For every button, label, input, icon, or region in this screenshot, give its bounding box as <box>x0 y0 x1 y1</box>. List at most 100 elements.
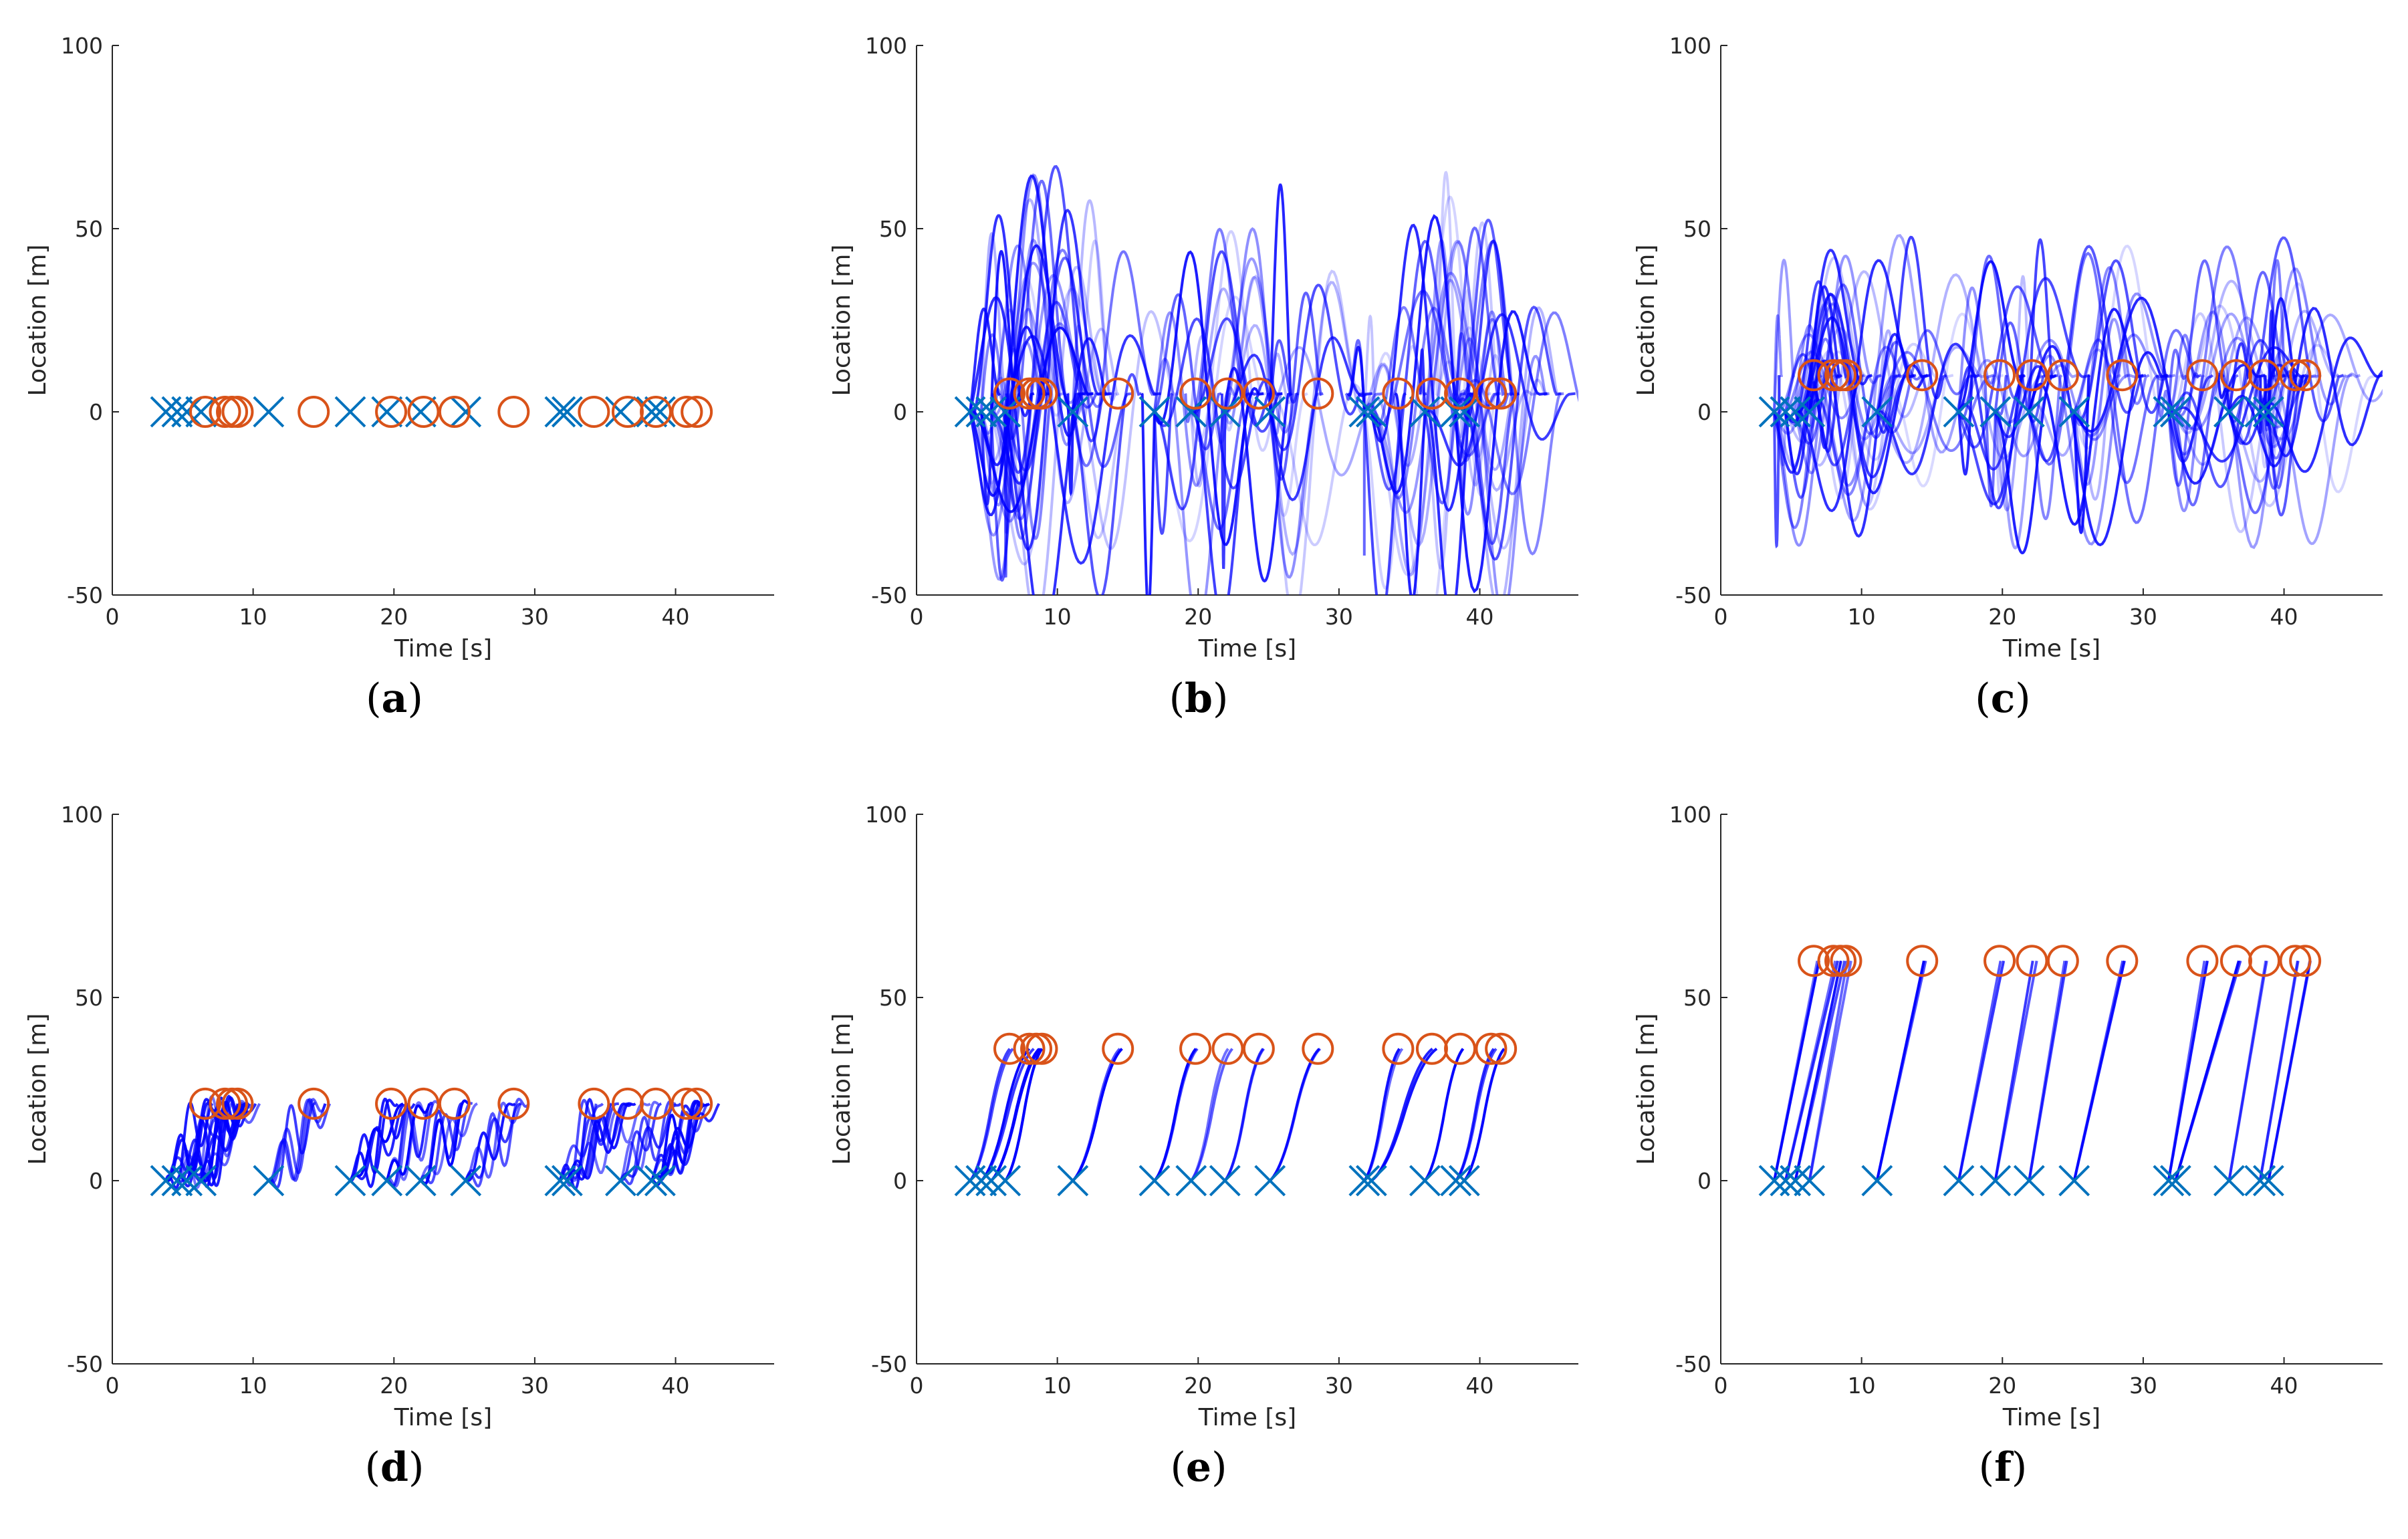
start-marker <box>1448 1165 1480 1197</box>
end-marker <box>1026 377 1058 410</box>
start-marker <box>1254 396 1286 428</box>
trajectory-line <box>1454 306 1562 561</box>
caption-f: (f) <box>1978 1444 2028 1491</box>
y-tick-label: 50 <box>75 216 103 242</box>
trajectory-line <box>2028 238 2054 412</box>
start-marker <box>371 1165 403 1197</box>
start-marker <box>2153 1165 2185 1197</box>
start-marker <box>171 396 203 428</box>
end-marker <box>1983 359 2016 392</box>
start-marker <box>989 1165 1021 1197</box>
end-marker <box>671 396 703 428</box>
y-axis-label: Location [m] <box>828 1014 856 1165</box>
x-tick-label: 10 <box>1044 604 1072 630</box>
end-marker <box>2106 945 2139 977</box>
start-marker <box>1355 396 1387 428</box>
end-marker <box>671 1087 703 1120</box>
trajectories <box>164 1094 721 1190</box>
caption-d: (d) <box>364 1444 425 1491</box>
trajectory-line <box>1419 348 1427 412</box>
x-tick-label: 30 <box>1325 1373 1353 1399</box>
end-marker <box>375 1087 408 1120</box>
panel-e: 0 10 20 30 40 -50 0 50 100 Time [s] Location [m] (… <box>804 769 1593 1538</box>
trajectory-line <box>1423 226 1512 505</box>
x-tick-label: 20 <box>1988 1373 2016 1399</box>
trajectory-line <box>1957 260 2023 413</box>
start-marker <box>2159 1165 2191 1197</box>
start-marker <box>1780 1165 1812 1197</box>
panel-c: 0 10 20 30 40 -50 0 50 100 Time [s] Location [m] (… <box>1608 0 2397 769</box>
trajectory-line <box>1268 352 1294 412</box>
end-marker <box>1817 945 1850 977</box>
y-tick-label: -50 <box>871 582 907 608</box>
trajectory-line <box>1224 336 1373 501</box>
trajectory-line <box>2259 282 2378 493</box>
end-marker <box>1382 1032 1415 1065</box>
trajectory-line <box>1268 183 1293 412</box>
trajectory-line <box>1423 195 1498 497</box>
trajectory-line <box>1003 393 1008 578</box>
trajectory-line <box>566 1102 630 1181</box>
end-marker <box>681 1087 713 1120</box>
trajectory-line <box>2028 345 2168 547</box>
trajectory-line <box>619 1102 682 1181</box>
panel-f: 0 10 20 30 40 -50 0 50 100 Time [s] Location [m] (… <box>1608 769 2397 1538</box>
trajectory-line <box>1808 233 1977 523</box>
end-marker <box>1102 377 1134 410</box>
trajectory-line <box>2174 279 2279 435</box>
start-marker <box>604 1165 636 1197</box>
trajectory-line <box>1459 393 1466 498</box>
trajectory-line <box>1994 960 2038 1181</box>
trajectory-line <box>1189 392 1214 488</box>
end-marker <box>1102 1032 1134 1065</box>
x-tick-label: 20 <box>380 604 408 630</box>
start-marker <box>1794 396 1826 428</box>
end-marker <box>578 1087 610 1120</box>
x-tick-label: 40 <box>662 604 690 630</box>
start-marker <box>1057 1165 1089 1197</box>
end-marker <box>1444 377 1477 410</box>
start-marker <box>975 1165 1007 1197</box>
end-marker <box>189 1087 222 1120</box>
end-marker <box>1211 377 1244 410</box>
trajectory-line <box>1370 364 1427 467</box>
trajectory-line <box>1153 1048 1197 1182</box>
end-marker <box>2016 945 2048 977</box>
caption-c: (c) <box>1975 675 2031 722</box>
start-marker <box>371 396 403 428</box>
start-marker <box>2213 1165 2245 1197</box>
trajectory-line <box>2167 304 2346 507</box>
trajectory-line <box>1003 393 1009 534</box>
x-axis-label: Time [s] <box>1198 635 1296 663</box>
trajectory-line <box>1463 378 1549 550</box>
trajectory-line <box>420 1099 470 1185</box>
end-marker <box>611 396 644 428</box>
trajectory-line <box>2228 307 2383 468</box>
y-tick-label: 0 <box>1697 399 1711 425</box>
start-marker <box>975 396 1007 428</box>
end-marker <box>1211 1032 1244 1065</box>
start-marker <box>2244 396 2276 428</box>
start-marker <box>1979 396 2012 428</box>
start-marker <box>1861 396 1893 428</box>
trajectory-line <box>1875 235 1947 434</box>
caption-a: (a) <box>366 675 423 722</box>
x-tick-label: 10 <box>239 604 267 630</box>
end-marker <box>1179 377 1212 410</box>
end-marker <box>1475 377 1508 410</box>
trajectory-line <box>1808 346 1905 497</box>
start-marker <box>1348 1165 1380 1197</box>
end-marker <box>1798 359 1830 392</box>
y-tick-label: 100 <box>865 33 907 59</box>
x-axis-label: Time [s] <box>1198 1404 1296 1431</box>
trajectory-line <box>1784 960 1840 1181</box>
trajectory-line <box>1957 358 2078 458</box>
trajectory-line <box>1423 392 1455 570</box>
trajectory-line <box>1435 170 1457 412</box>
trajectory-line <box>1268 291 1324 481</box>
trajectory-line <box>2267 309 2276 412</box>
end-marker <box>1242 377 1275 410</box>
